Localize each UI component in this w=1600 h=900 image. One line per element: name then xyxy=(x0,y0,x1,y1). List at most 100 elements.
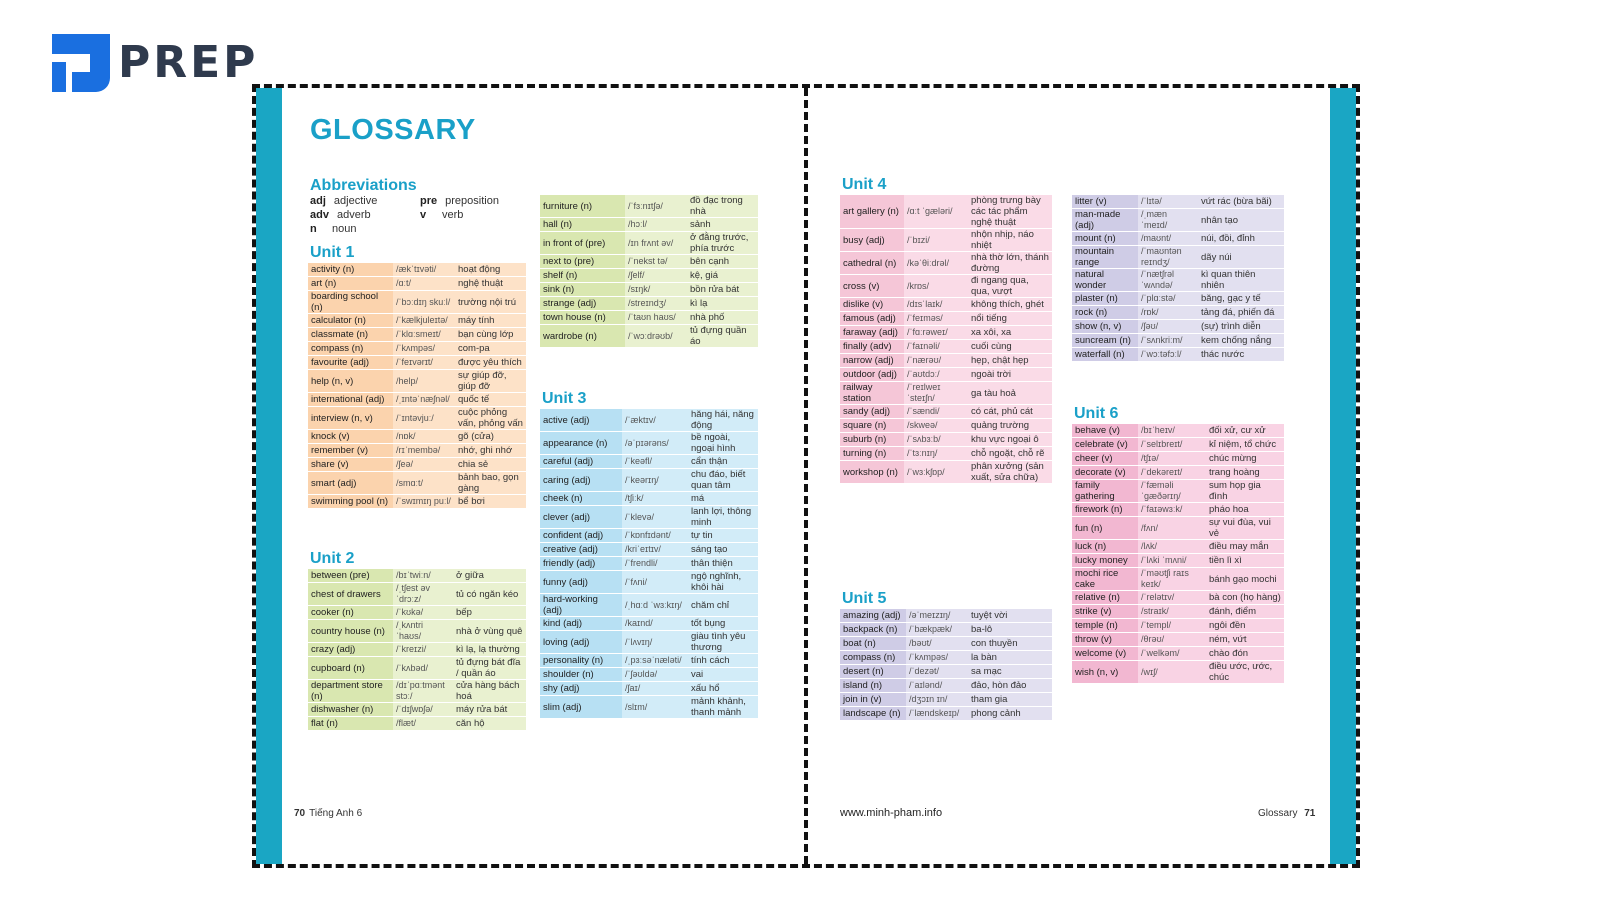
glossary-pronunciation: /ˈfeɪvərɪt/ xyxy=(393,356,455,369)
glossary-pronunciation: /nɒk/ xyxy=(393,430,455,443)
glossary-row: square (n)/skweə/quảng trường xyxy=(840,419,1052,432)
glossary-row: cheer (v)/tʃɪə/chúc mừng xyxy=(1072,452,1284,465)
glossary-meaning: ngoài trời xyxy=(968,368,1052,381)
glossary-row: mount (n)/maʊnt/núi, đồi, đỉnh xyxy=(1072,232,1284,245)
glossary-pronunciation: /ˈfɑːrəweɪ/ xyxy=(904,326,968,339)
glossary-row: loving (adj)/ˈlʌvɪŋ/giàu tình yêu thương xyxy=(540,631,758,653)
glossary-pronunciation: /ˈplɑːstə/ xyxy=(1138,292,1198,305)
glossary-meaning: thân thiện xyxy=(688,557,758,570)
glossary-word: landscape (n) xyxy=(840,707,906,720)
glossary-pronunciation: /tʃɪə/ xyxy=(1138,452,1206,465)
unit-5-table-continued: litter (v)/ˈlɪtə/vứt rác (bừa bãi) man-ma… xyxy=(1072,194,1284,362)
glossary-row: strike (v)/straɪk/đánh, điểm xyxy=(1072,605,1284,618)
glossary-word: remember (v) xyxy=(308,444,393,457)
glossary-word: natural wonder xyxy=(1072,269,1138,291)
glossary-word: funny (adj) xyxy=(540,571,622,593)
glossary-meaning: la bàn xyxy=(968,651,1052,664)
glossary-row: desert (n)/ˈdezət/sa mạc xyxy=(840,665,1052,678)
glossary-meaning: tảng đá, phiến đá xyxy=(1198,306,1284,319)
glossary-pronunciation: /smɑːt/ xyxy=(393,472,455,494)
glossary-meaning: sum họp gia đình xyxy=(1206,480,1284,502)
glossary-row: cathedral (n)/kəˈθiːdrəl/nhà thờ lớn, th… xyxy=(840,252,1052,274)
glossary-pronunciation: /kriˈeɪtɪv/ xyxy=(622,543,688,556)
glossary-row: wardrobe (n)/ˈwɔːdrəʊb/tủ đựng quần áo xyxy=(540,325,758,347)
glossary-pronunciation: /ˈwɔːtəfɔːl/ xyxy=(1138,348,1198,361)
glossary-word: friendly (adj) xyxy=(540,557,622,570)
glossary-row: activity (n)/ækˈtɪvəti/hoạt động xyxy=(308,263,526,276)
glossary-word: shelf (n) xyxy=(540,269,625,282)
glossary-row: art (n)/ɑːt/nghệ thuật xyxy=(308,277,526,290)
glossary-meaning: điều may mắn xyxy=(1206,540,1284,553)
glossary-meaning: quảng trường xyxy=(968,419,1052,432)
left-page-footer: 70 Tiếng Anh 6 xyxy=(294,808,363,819)
glossary-meaning: đảo, hòn đảo xyxy=(968,679,1052,692)
glossary-meaning: bảnh bao, gọn gàng xyxy=(455,472,526,494)
unit-5-table: amazing (adj)/əˈmeɪzɪŋ/tuyệt vời backpack… xyxy=(840,608,1052,721)
glossary-pronunciation: /ˈfaɪnəli/ xyxy=(904,340,968,353)
unit-6-table: behave (v)/bɪˈheɪv/đối xử, cư xử celebrat… xyxy=(1072,423,1284,684)
glossary-word: amazing (adj) xyxy=(840,609,906,622)
glossary-row: plaster (n)/ˈplɑːstə/băng, gạc y tế xyxy=(1072,292,1284,305)
glossary-meaning: đối xử, cư xử xyxy=(1206,424,1284,437)
glossary-row: knock (v)/nɒk/gõ (cửa) xyxy=(308,430,526,443)
glossary-word: hall (n) xyxy=(540,218,625,231)
glossary-word: next to (pre) xyxy=(540,255,625,268)
glossary-word: strange (adj) xyxy=(540,297,625,310)
glossary-word: litter (v) xyxy=(1072,195,1138,208)
glossary-meaning: điều ước, ước, chúc xyxy=(1206,661,1284,683)
glossary-pronunciation: /ˈdezət/ xyxy=(906,665,968,678)
glossary-pronunciation: /ˈʃəʊldə/ xyxy=(622,668,688,681)
glossary-row: wish (n, v)/wɪʃ/điều ước, ước, chúc xyxy=(1072,661,1284,683)
glossary-pronunciation: /ˌmæn ˈmeɪd/ xyxy=(1138,209,1198,231)
glossary-row: cupboard (n)/ˈkʌbəd/tủ đựng bát đĩa / qu… xyxy=(308,657,526,679)
glossary-word: calculator (n) xyxy=(308,314,393,327)
glossary-word: confident (adj) xyxy=(540,529,622,542)
glossary-meaning: tuyệt vời xyxy=(968,609,1052,622)
glossary-pronunciation: /ˈfʌni/ xyxy=(622,571,688,593)
glossary-word: cooker (n) xyxy=(308,606,393,619)
glossary-pronunciation: /ˈlʌki ˈmʌni/ xyxy=(1138,554,1206,567)
abbreviation-item: v verb xyxy=(420,209,464,221)
glossary-word: narrow (adj) xyxy=(840,354,904,367)
glossary-word: appearance (n) xyxy=(540,432,622,454)
glossary-pronunciation: /ˈtempl/ xyxy=(1138,619,1206,632)
glossary-word: throw (v) xyxy=(1072,633,1138,646)
glossary-pronunciation: /ˈwɜːkʃɒp/ xyxy=(904,461,968,483)
glossary-word: firework (n) xyxy=(1072,503,1138,516)
glossary-row: welcome (v)/ˈwelkəm/chào đón xyxy=(1072,647,1284,660)
glossary-pronunciation: /ˈaʊtdɔː/ xyxy=(904,368,968,381)
glossary-row: landscape (n)/ˈlændskeɪp/phong cảnh xyxy=(840,707,1052,720)
unit-4-heading: Unit 4 xyxy=(842,176,887,193)
glossary-word: workshop (n) xyxy=(840,461,904,483)
abbreviation-item: pre preposition xyxy=(420,195,499,207)
glossary-word: relative (n) xyxy=(1072,591,1138,604)
glossary-word: country house (n) xyxy=(308,620,393,642)
glossary-pronunciation: /ˈfɜːnɪtʃə/ xyxy=(625,195,687,217)
glossary-row: funny (adj)/ˈfʌni/ngộ nghĩnh, khôi hài xyxy=(540,571,758,593)
glossary-meaning: bên cạnh xyxy=(687,255,758,268)
glossary-word: loving (adj) xyxy=(540,631,622,653)
glossary-word: wardrobe (n) xyxy=(540,325,625,347)
glossary-row: celebrate (v)/ˈselɪbreɪt/kỉ niệm, tổ chứ… xyxy=(1072,438,1284,451)
glossary-word: decorate (v) xyxy=(1072,466,1138,479)
glossary-meaning: mảnh khảnh, thanh mảnh xyxy=(688,696,758,718)
glossary-word: suburb (n) xyxy=(840,433,904,446)
glossary-meaning: tủ có ngăn kéo xyxy=(453,583,526,605)
unit-4-table: art gallery (n)/ɑːt ˈɡæləri/phòng trưng … xyxy=(840,194,1052,484)
glossary-row: narrow (adj)/ˈnærəʊ/hẹp, chật hẹp xyxy=(840,354,1052,367)
glossary-row: creative (adj)/kriˈeɪtɪv/sáng tạo xyxy=(540,543,758,556)
glossary-word: sandy (adj) xyxy=(840,405,904,418)
glossary-pronunciation: /ˈselɪbreɪt/ xyxy=(1138,438,1206,451)
glossary-pronunciation: /ˈklɑːsmeɪt/ xyxy=(393,328,455,341)
glossary-pronunciation: /lʌk/ xyxy=(1138,540,1206,553)
unit-2-heading: Unit 2 xyxy=(310,550,355,567)
glossary-pronunciation: /ˌɪntəˈnæʃnəl/ xyxy=(393,393,455,406)
glossary-pronunciation: /ʃeə/ xyxy=(393,458,455,471)
glossary-row: crazy (adj)/ˈkreɪzi/kì lạ, lạ thường xyxy=(308,643,526,656)
glossary-pronunciation: /ˈtaʊn haʊs/ xyxy=(625,311,687,324)
glossary-word: wish (n, v) xyxy=(1072,661,1138,683)
glossary-word: compass (n) xyxy=(840,651,906,664)
glossary-pronunciation: /ɑːt ˈɡæləri/ xyxy=(904,195,968,228)
glossary-pronunciation: /maʊnt/ xyxy=(1138,232,1198,245)
glossary-pronunciation: /ˌhɑːd ˈwɜːkɪŋ/ xyxy=(622,594,688,616)
